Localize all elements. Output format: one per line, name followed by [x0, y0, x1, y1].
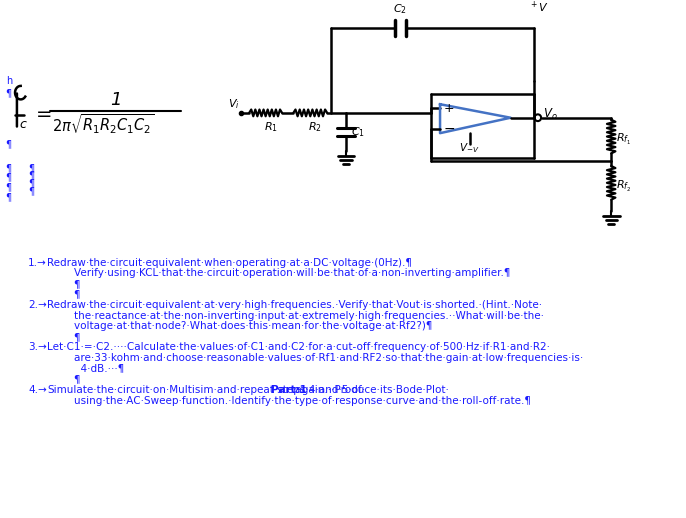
Text: $V_o$: $V_o$ [543, 107, 558, 122]
Text: Redraw·the·circuit·equivalent·when·operating·at·a·DC·voltage·(0Hz).¶: Redraw·the·circuit·equivalent·when·opera… [47, 257, 412, 268]
Text: ¶: ¶ [61, 290, 81, 299]
Text: ¶: ¶ [5, 139, 12, 149]
Text: ¶: ¶ [28, 163, 34, 173]
Text: voltage·at·that·node?·What·does·this·mean·for·the·voltage·at·Rf2?)¶: voltage·at·that·node?·What·does·this·mea… [61, 321, 432, 331]
Text: ¶: ¶ [5, 192, 12, 202]
Text: ¶: ¶ [61, 375, 81, 384]
Text: the·reactance·at·the·non-inverting·input·at·extremely·high·frequencies.··What·wi: the·reactance·at·the·non-inverting·input… [61, 311, 544, 321]
Text: using·the·AC·Sweep·function.·Identify·the·type·of·response·curve·and·the·roll-of: using·the·AC·Sweep·function.·Identify·th… [61, 396, 531, 406]
Text: $C_2$: $C_2$ [393, 3, 407, 17]
Text: ¶: ¶ [5, 182, 12, 192]
Text: =: = [36, 105, 52, 124]
Text: are·33·kohm·and·choose·reasonable·values·of·Rf1·and·RF2·so·that·the·gain·at·low·: are·33·kohm·and·choose·reasonable·values… [61, 353, 583, 363]
Text: Simulate·the·circuit·on·Multisim·and·repeat·steps·4·and·5·of·: Simulate·the·circuit·on·Multisim·and·rep… [47, 385, 365, 395]
Text: c: c [20, 118, 27, 131]
Text: $R_{f_1}$: $R_{f_1}$ [616, 132, 631, 147]
Text: ¶: ¶ [61, 279, 81, 289]
Text: 2.→: 2.→ [28, 300, 47, 310]
Text: $2\pi\sqrt{R_1R_2C_1C_2}$: $2\pi\sqrt{R_1R_2C_1C_2}$ [51, 112, 154, 136]
Text: $R_2$: $R_2$ [309, 121, 322, 134]
Text: ¶: ¶ [28, 186, 34, 196]
Text: 4·dB.···¶: 4·dB.···¶ [61, 364, 124, 373]
Text: Verify·using·KCL·that·the·circuit·operation·will·be·that·of·a·non-inverting·ampl: Verify·using·KCL·that·the·circuit·operat… [61, 268, 510, 278]
Text: ¶: ¶ [5, 163, 12, 173]
Text: 1: 1 [110, 91, 121, 109]
Text: Part·1: Part·1 [271, 385, 307, 395]
Text: ¶: ¶ [5, 172, 12, 182]
Text: ¶: ¶ [61, 332, 81, 342]
Text: ¶: ¶ [28, 170, 34, 181]
Text: 1.→: 1.→ [28, 257, 47, 268]
Text: Redraw·the·circuit·equivalent·at·very·high·frequencies.·Verify·that·Vout·is·shor: Redraw·the·circuit·equivalent·at·very·hi… [47, 300, 542, 310]
Text: $R_1$: $R_1$ [263, 121, 278, 134]
Text: Let·C1·=·C2.····Calculate·the·values·of·C1·and·C2·for·a·cut-off·frequency·of·500: Let·C1·=·C2.····Calculate·the·values·of·… [47, 342, 550, 352]
Text: +: + [444, 102, 454, 114]
Text: 3.→: 3.→ [28, 342, 47, 352]
Text: $V_i$: $V_i$ [228, 97, 240, 111]
Text: −: − [444, 122, 456, 136]
Text: $C_1$: $C_1$ [351, 125, 365, 139]
Text: $V_{-V}$: $V_{-V}$ [459, 142, 480, 155]
Text: ¶: ¶ [28, 178, 34, 189]
Text: $R_{f_2}$: $R_{f_2}$ [616, 179, 631, 194]
Text: 4.→: 4.→ [28, 385, 47, 395]
Text: ¶: ¶ [5, 89, 12, 98]
Text: $^+V$: $^+V$ [530, 0, 549, 15]
Text: ·again.··Produce·its·Bode·Plot·: ·again.··Produce·its·Bode·Plot· [293, 385, 449, 395]
Text: h: h [5, 76, 12, 86]
